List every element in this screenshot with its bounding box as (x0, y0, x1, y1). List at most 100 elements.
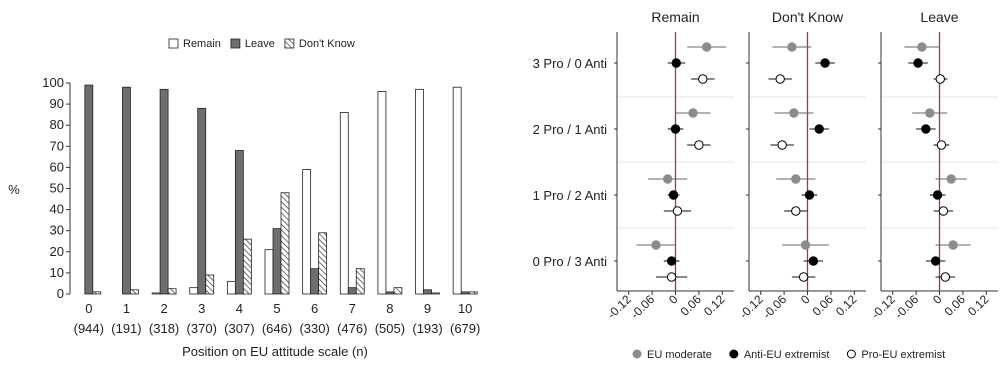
bar (151, 292, 161, 295)
x-tick-label: 0.12 (965, 292, 992, 319)
x-tick-label: -0.12 (737, 292, 766, 321)
point-estimate (775, 74, 785, 84)
x-tick-label: 9 (424, 301, 431, 316)
point-estimate (666, 272, 677, 282)
point-estimate (777, 140, 787, 150)
x-tick-label: 4 (236, 301, 243, 316)
bar (460, 291, 470, 295)
bar (242, 238, 252, 295)
x-tick-label: 0.06 (942, 292, 969, 319)
y-tick-label: 90 (50, 96, 64, 111)
bar (226, 280, 236, 295)
x-tick-count-label: (330) (299, 321, 329, 336)
x-tick-label: 0.12 (833, 292, 860, 319)
bar (339, 112, 349, 295)
x-tick-label: -0.06 (892, 292, 921, 321)
point-estimate (938, 206, 949, 216)
bar (167, 288, 177, 295)
x-tick-label: 3 (198, 301, 205, 316)
bar (347, 287, 357, 295)
y-tick-label: 50 (50, 181, 64, 196)
point-estimate (651, 240, 661, 250)
y-tick-label: 70 (50, 138, 64, 153)
row-label: 3 Pro / 0 Anti (533, 56, 608, 71)
x-tick-label: 0 (798, 292, 813, 307)
bar (468, 291, 478, 295)
bar (452, 86, 462, 295)
x-tick-label: 10 (458, 301, 472, 316)
row-label: 0 Pro / 3 Anti (533, 254, 608, 269)
bar (318, 232, 328, 295)
point-estimate (917, 42, 927, 52)
panel-title: Don't Know (772, 9, 844, 25)
point-estimate (948, 240, 958, 250)
legend-marker (632, 349, 642, 359)
point-estimate (808, 256, 819, 266)
row-label: 2 Pro / 1 Anti (533, 122, 608, 137)
x-tick-label: 0 (930, 292, 945, 307)
point-estimate (791, 206, 801, 216)
x-tick-label: 8 (386, 301, 393, 316)
x-tick-label: 0.12 (701, 292, 728, 319)
legend-marker (846, 349, 856, 359)
x-tick-label: 0.06 (678, 292, 705, 319)
point-estimate (800, 240, 811, 250)
legend-swatch (168, 38, 179, 49)
bar (415, 88, 424, 295)
x-tick-count-label: (646) (262, 321, 292, 336)
bar (197, 107, 207, 295)
x-tick-count-label: (476) (337, 321, 367, 336)
bar (159, 88, 169, 295)
bar (310, 268, 320, 295)
x-tick-label: 7 (349, 301, 356, 316)
point-estimate (935, 74, 945, 84)
y-tick-label: 10 (50, 265, 64, 280)
bar (234, 150, 244, 295)
x-tick-count-label: (944) (74, 321, 104, 336)
legend-label: Pro-EU extremist (861, 349, 945, 361)
bar (264, 249, 274, 295)
x-tick-label: 2 (160, 301, 167, 316)
bar-axes: 0 10 20 30 40 50 60 70 80 90 100 0 (944) 1 (191) 2 (318)… (42, 75, 480, 336)
point-estimate (698, 74, 708, 84)
point-estimate (820, 58, 830, 68)
bar-marks (84, 84, 478, 295)
legend-marker (729, 349, 739, 359)
x-tick-label: 0 (85, 301, 92, 316)
panel-title: Remain (651, 9, 699, 25)
point-estimate (671, 58, 681, 68)
bar (92, 291, 102, 295)
legend-swatch (284, 38, 295, 49)
point-estimate (668, 190, 679, 200)
bar (122, 86, 131, 295)
legend-label: Anti-EU extremist (744, 349, 830, 361)
point-estimate (925, 108, 935, 118)
bar (205, 274, 215, 295)
legend-label: Remain (183, 38, 221, 50)
y-tick-label: 80 (50, 117, 64, 132)
x-tick-label: 5 (273, 301, 280, 316)
point-estimate (798, 272, 809, 282)
x-tick-label: -0.06 (628, 292, 657, 321)
y-tick-label: 100 (42, 75, 64, 90)
point-estimate (936, 140, 947, 150)
y-tick-label: 30 (50, 223, 64, 238)
point-estimate (940, 272, 951, 282)
bar (377, 91, 387, 295)
point-estimate (913, 58, 923, 68)
point-estimate (663, 174, 673, 184)
bar-y-axis-label: % (8, 182, 20, 197)
point-estimate (666, 256, 677, 266)
x-tick-label: 1 (123, 301, 130, 316)
legend-swatch (230, 38, 241, 49)
bar (272, 228, 282, 295)
bar (355, 268, 365, 295)
bar (431, 292, 440, 295)
x-tick-label: -0.12 (869, 292, 898, 321)
panel-title: Leave (920, 9, 958, 25)
x-tick-count-label: (193) (412, 321, 442, 336)
x-tick-count-label: (505) (375, 321, 405, 336)
bar (130, 289, 139, 295)
point-estimate (672, 206, 683, 216)
